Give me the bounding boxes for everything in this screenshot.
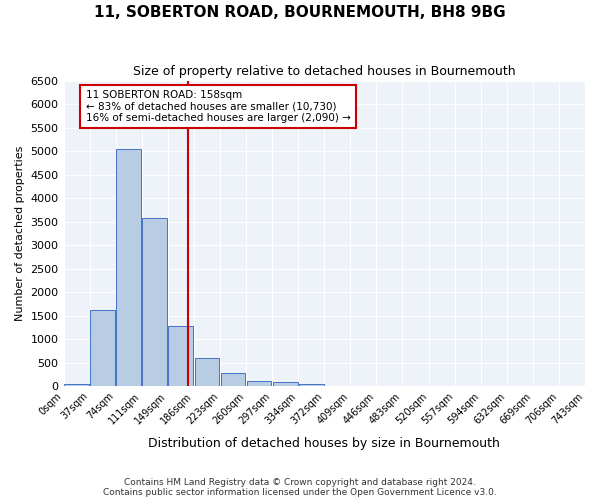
Text: 11, SOBERTON ROAD, BOURNEMOUTH, BH8 9BG: 11, SOBERTON ROAD, BOURNEMOUTH, BH8 9BG [94,5,506,20]
Bar [169,326,193,386]
Title: Size of property relative to detached houses in Bournemouth: Size of property relative to detached ho… [133,65,515,78]
Text: Contains HM Land Registry data © Crown copyright and database right 2024.
Contai: Contains HM Land Registry data © Crown c… [103,478,497,497]
Bar [90,310,115,386]
Bar [64,384,89,386]
Bar [142,218,167,386]
X-axis label: Distribution of detached houses by size in Bournemouth: Distribution of detached houses by size … [148,437,500,450]
Bar [116,148,141,386]
Y-axis label: Number of detached properties: Number of detached properties [15,146,25,321]
Bar [221,374,245,386]
Bar [247,381,271,386]
Bar [299,384,323,386]
Text: 11 SOBERTON ROAD: 158sqm
← 83% of detached houses are smaller (10,730)
16% of se: 11 SOBERTON ROAD: 158sqm ← 83% of detach… [86,90,350,123]
Bar [194,358,220,386]
Bar [273,382,298,386]
